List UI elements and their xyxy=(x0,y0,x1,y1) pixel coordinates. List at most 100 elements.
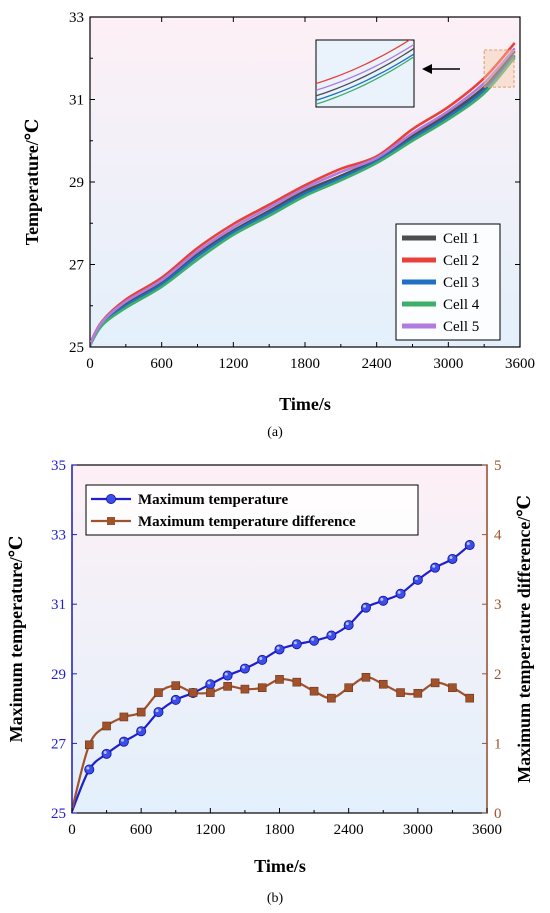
x-tick-label-a: 2400 xyxy=(362,356,392,372)
y-tick-label-right-b: 2 xyxy=(494,667,502,683)
panel-label-b: (b) xyxy=(267,891,284,906)
max-temp-point xyxy=(412,574,423,585)
max-temp-point xyxy=(430,562,441,573)
max-temp-point-highlight xyxy=(155,709,159,713)
chart-b: 0 600 1200 1800 2400 3000 36002527293133350123… xyxy=(6,458,534,906)
panel-label-a: (a) xyxy=(267,425,283,440)
series-line-cell-5 xyxy=(90,47,516,346)
y-tick-label-left-b: 31 xyxy=(51,597,66,613)
max-temp-diff-point xyxy=(154,688,163,697)
x-tick-label-a: 1800 xyxy=(290,356,320,372)
series-line-cell-4 xyxy=(90,56,516,347)
x-tick-label-b: 600 xyxy=(130,822,153,838)
y-tick-label-left-b: 25 xyxy=(51,806,66,822)
max-temp-diff-point xyxy=(275,675,284,684)
legend-label-1: Maximum temperature xyxy=(138,492,288,508)
max-temp-point-highlight xyxy=(242,665,246,669)
legend-swatch-marker-2 xyxy=(107,517,115,525)
max-temp-point xyxy=(343,620,354,631)
legend-label-cell-2: Cell 2 xyxy=(443,253,479,269)
max-temp-point xyxy=(274,644,285,655)
max-temp-point xyxy=(118,736,129,747)
max-temp-diff-point xyxy=(223,682,232,691)
max-temp-diff-point xyxy=(327,693,336,703)
y-tick-label-a: 25 xyxy=(69,340,84,356)
max-temp-point xyxy=(447,553,458,564)
max-temp-point-highlight xyxy=(120,738,124,742)
y-tick-label-a: 31 xyxy=(69,93,84,109)
max-temp-point xyxy=(291,639,302,650)
max-temp-point-highlight xyxy=(207,681,211,685)
x-tick-label-b: 1200 xyxy=(195,822,225,838)
x-tick-label-b: 0 xyxy=(68,822,76,838)
x-tick-label-a: 1200 xyxy=(218,356,248,372)
inset-box xyxy=(315,39,415,108)
y-tick-label-right-b: 5 xyxy=(494,458,502,474)
max-temp-diff-point xyxy=(344,683,353,693)
legend-b xyxy=(85,484,419,536)
legend-label-2: Maximum temperature difference xyxy=(138,514,356,530)
x-tick-label-a: 600 xyxy=(150,356,173,372)
y-tick-label-left-b: 35 xyxy=(51,458,66,474)
max-temp-point xyxy=(170,694,181,705)
max-temp-diff-point xyxy=(102,721,111,731)
max-temp-diff-point xyxy=(257,683,267,693)
inset-line-cell-2 xyxy=(316,40,411,85)
max-temp-point xyxy=(326,630,337,641)
series-line-cell-3 xyxy=(90,54,516,347)
max-temp-point-highlight xyxy=(172,697,176,700)
zoom-arrow-head xyxy=(422,64,432,74)
max-temp-point xyxy=(464,540,475,551)
legend-label-cell-1: Cell 1 xyxy=(443,231,479,247)
legend-label-cell-4: Cell 4 xyxy=(443,297,480,313)
max-temp-diff-point xyxy=(378,679,388,689)
max-temp-point xyxy=(84,764,95,775)
max-temp-point xyxy=(257,654,268,665)
series-line-cell-1 xyxy=(90,50,516,347)
max-temp-diff-point xyxy=(206,688,215,697)
max-temp-diff-point xyxy=(396,688,405,697)
max-temp-diff-point xyxy=(448,683,457,693)
max-temp-diff-point xyxy=(240,684,250,694)
max-temp-point-highlight xyxy=(414,576,418,580)
max-temp-diff-point xyxy=(119,712,129,722)
legend-label-cell-5: Cell 5 xyxy=(443,319,479,335)
legend-label-cell-3: Cell 3 xyxy=(443,275,479,291)
max-temp-point-highlight xyxy=(380,597,384,601)
max-temp-point-highlight xyxy=(397,590,401,594)
max-temp-point xyxy=(239,663,250,674)
y-tick-label-right-b: 0 xyxy=(494,806,502,822)
x-axis-label-a: Time/s xyxy=(279,394,331,414)
inset-line-cell-4 xyxy=(316,56,414,105)
y-tick-label-a: 29 xyxy=(69,175,84,191)
x-tick-label-a: 0 xyxy=(86,356,94,372)
x-tick-label-b: 3600 xyxy=(472,822,502,838)
y-tick-label-right-b: 1 xyxy=(494,736,502,752)
y-tick-label-left-b: 27 xyxy=(51,736,67,752)
max-temp-diff-point xyxy=(465,693,475,703)
max-temp-point xyxy=(153,707,164,718)
max-temp-point-highlight xyxy=(449,556,453,560)
max-temp-diff-point xyxy=(361,672,371,682)
max-temp-point-highlight xyxy=(103,750,107,754)
max-temp-diff-point xyxy=(136,707,146,717)
max-temp-point xyxy=(395,588,406,599)
max-temp-point-highlight xyxy=(345,622,349,626)
y-tick-label-right-b: 4 xyxy=(494,528,502,544)
max-temp-point xyxy=(378,595,389,606)
max-temp-point-highlight xyxy=(466,542,470,546)
y-tick-label-a: 27 xyxy=(69,258,85,274)
max-temp-point-highlight xyxy=(432,564,436,568)
max-temp-point-highlight xyxy=(224,672,228,676)
x-tick-label-b: 2400 xyxy=(334,822,364,838)
y-axis-label-left-b: Maximum temperature/℃ xyxy=(6,536,26,743)
legend-swatch-marker-1 xyxy=(106,494,117,505)
max-temp-point xyxy=(136,726,147,737)
max-temp-point-highlight xyxy=(363,604,367,608)
y-tick-label-a: 33 xyxy=(69,10,84,26)
max-temp-diff-point xyxy=(309,686,319,696)
max-temp-point-highlight xyxy=(138,728,142,732)
max-temp-diff-point xyxy=(188,688,198,697)
max-temp-point-highlight xyxy=(311,637,315,641)
x-tick-label-a: 3000 xyxy=(433,356,463,372)
